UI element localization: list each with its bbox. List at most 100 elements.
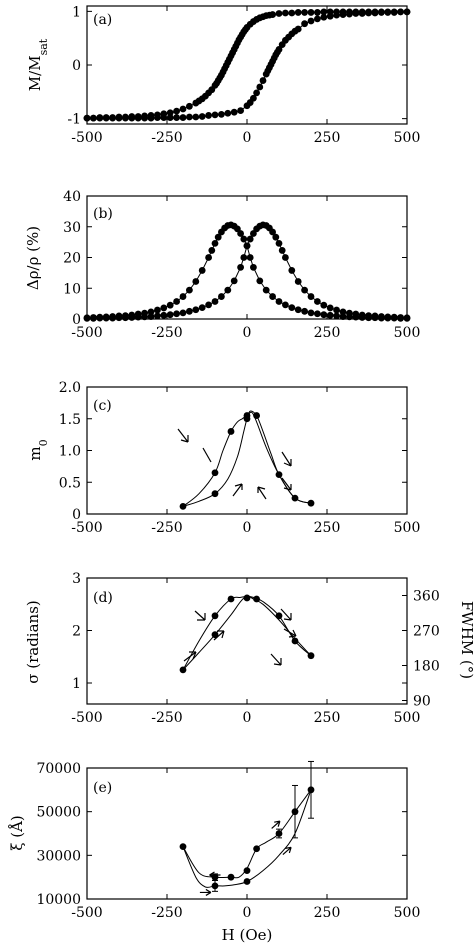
x-tick-label: 500 [394,520,421,536]
y-tick-label: 0 [72,58,81,74]
data-point [250,94,257,102]
x-tick-label: 0 [243,905,252,921]
data-point [205,301,213,309]
data-point [294,9,302,16]
data-point [205,112,213,119]
data-point [275,612,283,620]
x-tick-label: -250 [151,325,182,341]
data-point [282,301,289,309]
y-tick-label: 50000 [36,805,81,821]
data-point [186,113,193,121]
data-point [307,499,315,507]
data-point [96,114,104,122]
data-point [227,873,235,881]
data-point [314,9,321,16]
data-point [96,314,104,322]
x-tick-label: -500 [71,710,102,726]
data-points [83,221,411,322]
data-point [192,278,200,285]
data-point [128,314,136,321]
data-point [192,113,200,121]
data-point [301,307,308,315]
data-point [198,113,206,120]
data-point [211,111,219,119]
data-point [192,306,200,314]
data-point [397,8,404,16]
data-point [333,312,340,320]
y-axis-label-main: M/M [26,55,44,91]
data-point [205,254,213,261]
y-tick-label: 70000 [36,761,81,777]
data-point [378,313,385,320]
y-axis-label-main: m [26,446,44,460]
y-axis-label: σ (radians) [24,600,42,684]
data-point [211,490,219,498]
data-point [253,845,260,853]
plot-frame [86,386,408,515]
y2-tick-label: 180 [413,659,440,675]
y-tick-label: 1.5 [59,412,81,428]
data-point [352,10,360,17]
data-point [243,412,251,419]
panel-b: (b) Δρ/ρ (%) 0 10 20 30 40 -500 -250 0 250 500 [24,189,420,341]
data-point [384,313,392,321]
x-ticks: -500 -250 0 250 500 [71,578,420,726]
y-tick-label: 30000 [36,848,81,864]
data-point [333,306,340,314]
x-tick-label: 0 [243,710,252,726]
data-point [179,293,187,300]
data-point [326,304,334,312]
y-tick-label: 2.0 [59,380,81,396]
data-point [397,314,404,321]
y-ticks: 0 10 20 30 40 [63,189,407,328]
x-tick-label: -500 [71,130,102,146]
x-tick-label: -250 [151,130,182,146]
data-point [115,314,123,322]
panel-label: (d) [93,590,113,606]
y-tick-label: 2 [72,624,81,640]
data-point [320,311,328,319]
data-point [224,109,232,117]
data-point [179,666,187,674]
y-tick-label: -1 [67,112,81,128]
data-point [179,114,187,121]
data-point [256,277,264,285]
data-point [198,304,206,312]
data-point [256,83,264,91]
data-point [160,311,168,319]
panel-label: (a) [93,12,112,28]
data-point [371,312,379,320]
x-tick-label: -250 [151,710,182,726]
error-bars [212,760,314,892]
data-point [282,254,289,261]
y-tick-label: 20 [63,251,81,267]
y-tick-label: 0.5 [59,475,81,491]
guide-curve-1 [182,411,312,507]
data-point [154,114,161,121]
y-ticks: 0 0.5 1.0 1.5 2.0 [59,380,407,523]
data-point [179,843,187,850]
data-point [102,314,110,322]
data-point [214,233,222,241]
data-point [384,9,392,16]
x-tick-label: 250 [314,130,341,146]
x-tick-label: 0 [243,520,252,536]
x-tick-label: 500 [394,325,421,341]
data-point [288,304,296,312]
data-point [224,286,232,294]
x-tick-label: -250 [151,520,182,536]
data-point [211,469,219,477]
data-point [275,830,283,837]
data-point [390,9,398,16]
y-axis-label: Δρ/ρ (%) [24,226,42,290]
data-point [346,10,353,18]
data-point [326,12,334,20]
data-point [307,786,315,794]
data-point [166,109,174,117]
data-point [314,298,321,305]
data-point [253,412,260,419]
arrow-down-right-2 [283,628,297,638]
data-point [160,304,168,312]
panel-label: (c) [93,398,112,414]
panel-e: (e) ξ (Å) H (Oe) 10000 30000 50000 70000 -5… [8,760,420,943]
